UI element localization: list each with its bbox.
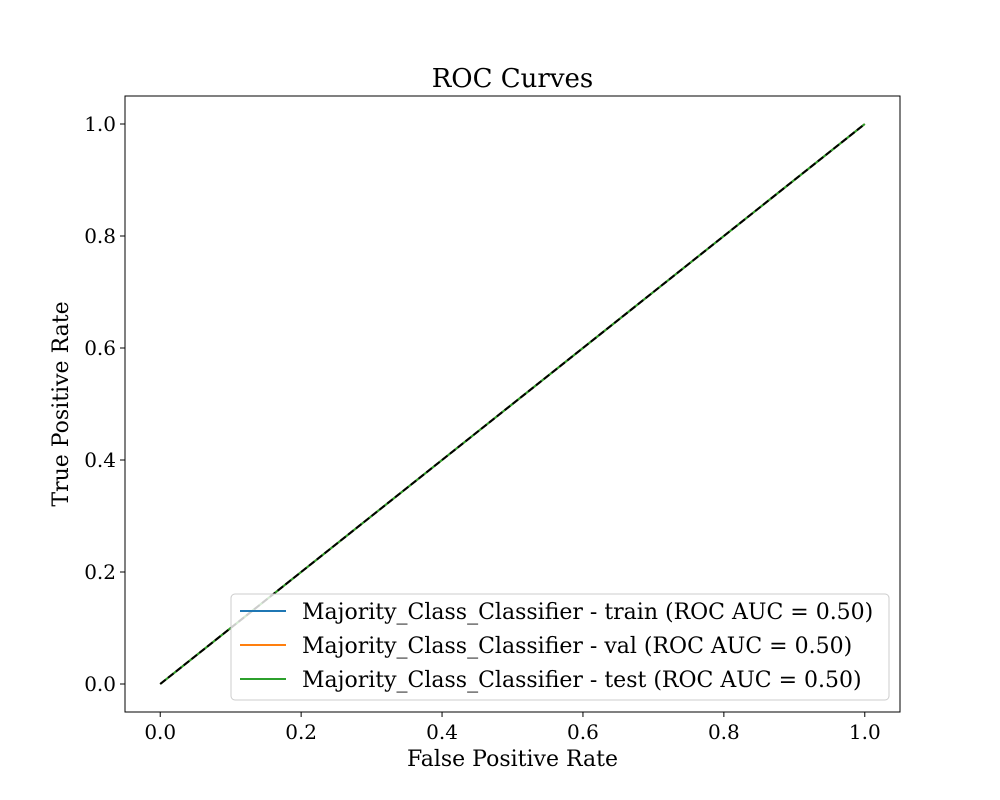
x-tick-label: 0.0 xyxy=(144,720,176,744)
axis-ticks: 0.0 0.2 0.4 0.6 0.8 1.0 0.0 0.2 0.4 0.6 0.8 1.0 xyxy=(84,112,880,744)
x-tick-label: 0.6 xyxy=(567,720,599,744)
chart-title: ROC Curves xyxy=(432,64,594,94)
x-axis-label: False Positive Rate xyxy=(407,747,618,772)
y-axis-label: True Positive Rate xyxy=(49,301,74,506)
legend-label: Majority_Class_Classifier - val (ROC AUC… xyxy=(302,634,852,659)
y-tick-label: 0.2 xyxy=(84,560,116,584)
x-tick-label: 0.2 xyxy=(285,720,317,744)
y-tick-label: 0.0 xyxy=(84,672,116,696)
y-tick-label: 0.8 xyxy=(84,224,116,248)
y-tick-label: 1.0 xyxy=(84,112,116,136)
x-tick-label: 0.8 xyxy=(708,720,740,744)
series-line xyxy=(159,123,866,685)
legend-label: Majority_Class_Classifier - train (ROC A… xyxy=(302,600,873,625)
y-tick-label: 0.4 xyxy=(84,448,116,472)
y-tick-label: 0.6 xyxy=(84,336,116,360)
x-tick-label: 1.0 xyxy=(849,720,881,744)
legend: Majority_Class_Classifier - train (ROC A… xyxy=(230,593,890,701)
x-tick-label: 0.4 xyxy=(426,720,458,744)
legend-box xyxy=(230,593,890,701)
plot-frame xyxy=(124,95,901,713)
legend-label: Majority_Class_Classifier - test (ROC AU… xyxy=(302,668,862,693)
plot-lines xyxy=(159,123,866,685)
